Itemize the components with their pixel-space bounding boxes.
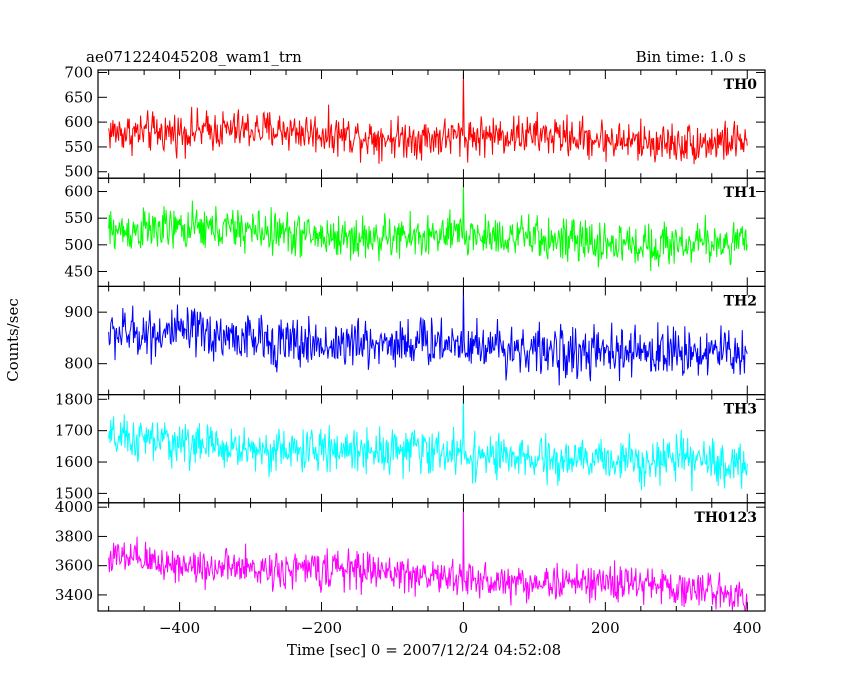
series-line-th3 — [108, 396, 748, 492]
bin-time-label: Bin time: 1.0 s — [636, 48, 746, 66]
series-line-th1 — [108, 183, 748, 271]
x-axis-label: Time [sec] 0 = 2007/12/24 04:52:08 — [287, 641, 561, 659]
x-tick-label: 0 — [459, 619, 469, 637]
panel-th0: 500 550 600 650 700 TH0 — [64, 63, 766, 181]
y-tick-label: 600 — [64, 113, 93, 131]
y-tick-label: 3800 — [55, 527, 93, 545]
y-tick-label: 550 — [64, 138, 93, 156]
y-tick-label: 700 — [64, 63, 93, 81]
y-tick-label: 450 — [64, 262, 93, 280]
panel-frame — [97, 502, 766, 612]
y-tick-label: 600 — [64, 183, 93, 201]
x-tick-label: 200 — [591, 619, 620, 637]
panel-label: TH3 — [724, 402, 757, 418]
y-tick-label: 1500 — [55, 484, 93, 502]
series-line-th2 — [108, 287, 748, 386]
panel-label: TH0 — [724, 77, 758, 93]
chart-title: ae071224045208_wam1_trn — [86, 48, 302, 66]
panel-th1: 450 500 550 600 TH1 — [64, 177, 766, 287]
y-tick-label: 500 — [64, 163, 93, 181]
panel-th3: 1500 1600 1700 1800 TH3 — [55, 390, 766, 504]
y-tick-label: 550 — [64, 209, 93, 227]
y-tick-label: 1800 — [55, 390, 93, 408]
y-tick-label: 500 — [64, 236, 93, 254]
panel-th2: 800 900 TH2 — [64, 285, 766, 396]
y-tick-label: 1600 — [55, 453, 93, 471]
y-tick-label: 900 — [64, 303, 93, 321]
panel-th0123: 3400 3600 3800 4000 TH0123 — [55, 498, 766, 612]
y-tick-label: 800 — [64, 355, 93, 373]
x-tick-label: 400 — [733, 619, 762, 637]
x-tick-label: −400 — [159, 619, 200, 637]
y-tick-label: 3600 — [55, 557, 93, 575]
panel-label: TH0123 — [694, 510, 757, 526]
panels-group: 500 550 600 650 700 TH0 450 500 550 600 TH1 800 900 T… — [55, 63, 766, 612]
y-tick-label: 1700 — [55, 422, 93, 440]
y-tick-label: 650 — [64, 88, 93, 106]
series-line-th0123 — [108, 507, 748, 611]
y-tick-label: 4000 — [55, 498, 93, 516]
x-tick-label: −200 — [301, 619, 342, 637]
x-axis: −400 −200 0 200 400 — [159, 619, 762, 637]
panel-label: TH1 — [724, 185, 757, 201]
y-axis-label: Counts/sec — [4, 298, 22, 382]
series-line-th0 — [108, 72, 748, 165]
panel-label: TH2 — [724, 293, 757, 309]
y-tick-label: 3400 — [55, 586, 93, 604]
